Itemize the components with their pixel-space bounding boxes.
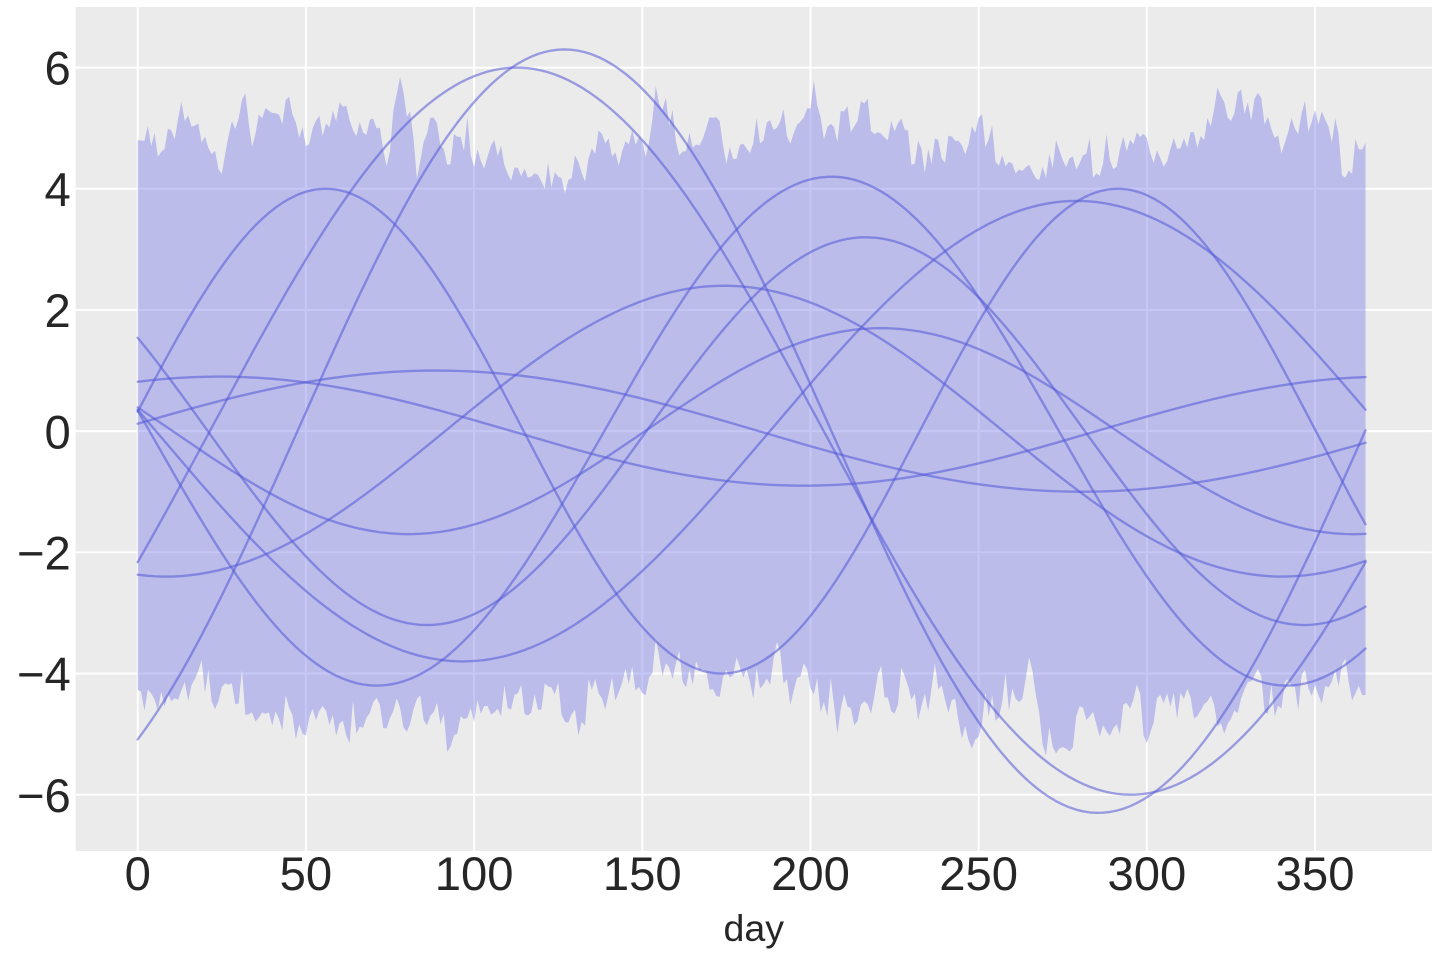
svg-text:300: 300 xyxy=(1107,848,1186,901)
svg-text:0: 0 xyxy=(44,406,70,459)
svg-text:200: 200 xyxy=(771,848,850,901)
svg-text:150: 150 xyxy=(603,848,682,901)
svg-text:2: 2 xyxy=(44,285,70,338)
svg-text:350: 350 xyxy=(1276,848,1355,901)
svg-text:0: 0 xyxy=(125,848,151,901)
svg-text:250: 250 xyxy=(939,848,1018,901)
svg-text:−4: −4 xyxy=(17,649,71,702)
svg-text:100: 100 xyxy=(435,848,514,901)
svg-text:50: 50 xyxy=(280,848,333,901)
svg-text:day: day xyxy=(724,907,785,949)
svg-text:−6: −6 xyxy=(17,770,71,823)
svg-text:−2: −2 xyxy=(17,527,71,580)
svg-text:4: 4 xyxy=(44,164,70,217)
svg-text:6: 6 xyxy=(44,43,70,96)
